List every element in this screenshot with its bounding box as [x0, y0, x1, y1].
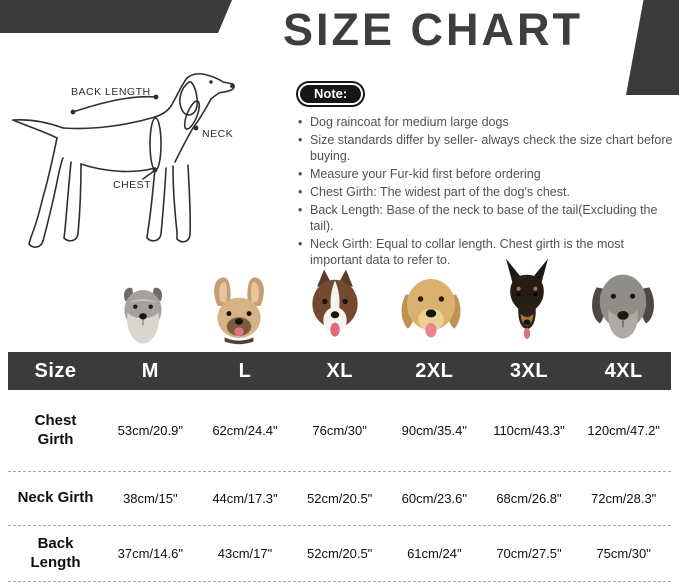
- table-cell: 70cm/27.5": [496, 546, 562, 561]
- page-title: SIZE CHART: [283, 4, 583, 55]
- col-header-2xl: 2XL: [415, 359, 454, 382]
- row-label: Chest Girth: [34, 411, 77, 448]
- note-item: Chest Girth: The widest part of the dog'…: [296, 184, 674, 200]
- note-badge: Note:: [298, 83, 364, 105]
- table-cell: 38cm/15": [123, 491, 178, 506]
- note-item: Size standards differ by seller- always …: [296, 132, 674, 164]
- table-cell: 61cm/24": [407, 546, 462, 561]
- great-dane-icon: [592, 274, 654, 339]
- table-cell: 53cm/20.9": [117, 423, 183, 438]
- chest-marker-dot: [152, 167, 158, 173]
- doberman-icon: [506, 258, 548, 340]
- note-item: Dog raincoat for medium large dogs: [296, 114, 674, 130]
- decorative-left-banner: [0, 0, 232, 33]
- table-cell: 75cm/30": [596, 546, 651, 561]
- size-table: Size M L XL 2XL 3XL 4XL Chest Girth 53cm…: [8, 352, 671, 582]
- dog-photo-great-dane: [583, 262, 663, 348]
- dog-measurement-diagram: BACK LENGTH NECK CHEST: [5, 62, 290, 257]
- table-row-back-length: Back Length 37cm/14.6" 43cm/17" 52cm/20.…: [8, 526, 671, 582]
- decorative-right-banner: [626, 0, 679, 95]
- note-section: Note: Dog raincoat for medium large dogs…: [296, 83, 674, 270]
- golden-retriever-icon: [401, 279, 461, 338]
- note-list: Dog raincoat for medium large dogs Size …: [296, 114, 674, 268]
- note-item: Measure your Fur-kid first before orderi…: [296, 166, 674, 182]
- col-header-m: M: [141, 359, 159, 382]
- col-header-3xl: 3XL: [509, 359, 549, 382]
- dog-outline-illustration: BACK LENGTH NECK CHEST: [12, 72, 235, 248]
- dog-photo-french-bulldog: [203, 272, 275, 348]
- col-header-4xl: 4XL: [604, 359, 643, 382]
- dog-eye-dot: [209, 80, 213, 84]
- table-cell: 68cm/26.8": [496, 491, 562, 506]
- col-header-xl: XL: [326, 359, 353, 382]
- table-cell: 110cm/43.3": [493, 423, 565, 438]
- table-row-neck-girth: Neck Girth 38cm/15" 44cm/17.3" 52cm/20.5…: [8, 472, 671, 526]
- table-cell: 37cm/14.6": [117, 546, 183, 561]
- dog-breed-photos-row: [95, 256, 671, 348]
- table-cell: 52cm/20.5": [306, 546, 373, 561]
- neck-marker-dot: [193, 125, 199, 131]
- back-length-start-dot: [70, 109, 76, 115]
- neck-label: NECK: [202, 128, 233, 140]
- row-label: Neck Girth: [17, 489, 94, 507]
- back-length-label: BACK LENGTH: [71, 86, 151, 98]
- table-cell: 44cm/17.3": [212, 491, 278, 506]
- note-item: Back Length: Base of the neck to base of…: [296, 202, 674, 234]
- table-cell: 52cm/20.5": [306, 491, 373, 506]
- row-label: Back Length: [30, 534, 81, 571]
- border-collie-icon: [312, 269, 358, 337]
- size-table-header-row: Size M L XL 2XL 3XL 4XL: [8, 352, 671, 390]
- french-bulldog-icon: [214, 277, 264, 345]
- col-header-l: L: [238, 359, 252, 382]
- table-cell: 120cm/47.2": [587, 423, 660, 438]
- miniature-schnauzer-icon: [124, 287, 162, 344]
- dog-photo-miniature-schnauzer: [111, 282, 175, 348]
- table-cell: 72cm/28.3": [590, 491, 657, 506]
- note-item: Neck Girth: Equal to collar length. Ches…: [296, 236, 674, 268]
- table-cell: 62cm/24.4": [212, 423, 278, 438]
- table-cell: 43cm/17": [217, 546, 273, 561]
- col-header-size: Size: [34, 359, 77, 382]
- table-row-chest-girth: Chest Girth 53cm/20.9" 62cm/24.4" 76cm/3…: [8, 390, 671, 472]
- table-cell: 76cm/30": [312, 423, 367, 438]
- back-length-end-dot: [153, 94, 159, 100]
- table-cell: 60cm/23.6": [401, 491, 467, 506]
- dog-photo-golden-retriever: [391, 266, 471, 348]
- table-cell: 90cm/35.4": [401, 423, 467, 438]
- dog-photo-doberman: [492, 256, 562, 348]
- dog-photo-border-collie: [296, 266, 374, 348]
- chest-label: CHEST: [113, 179, 151, 191]
- dog-nose-dot: [230, 84, 234, 88]
